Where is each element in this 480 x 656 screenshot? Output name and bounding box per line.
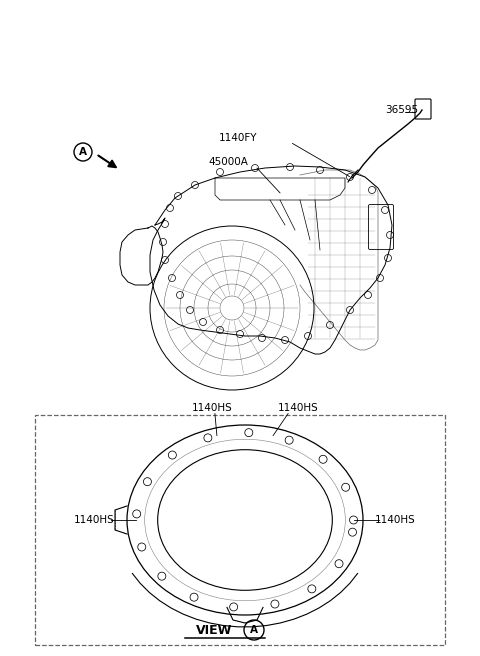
Text: A: A — [250, 625, 258, 635]
Text: 36595: 36595 — [385, 105, 418, 115]
Bar — [35, 415, 445, 645]
Text: 45000A: 45000A — [208, 157, 248, 167]
Text: VIEW: VIEW — [196, 623, 232, 636]
Text: 1140HS: 1140HS — [278, 403, 318, 413]
Text: 1140HS: 1140HS — [74, 515, 115, 525]
Text: 1140HS: 1140HS — [375, 515, 416, 525]
Text: 1140FY: 1140FY — [218, 133, 257, 143]
Text: 1140HS: 1140HS — [192, 403, 232, 413]
Text: A: A — [79, 147, 87, 157]
